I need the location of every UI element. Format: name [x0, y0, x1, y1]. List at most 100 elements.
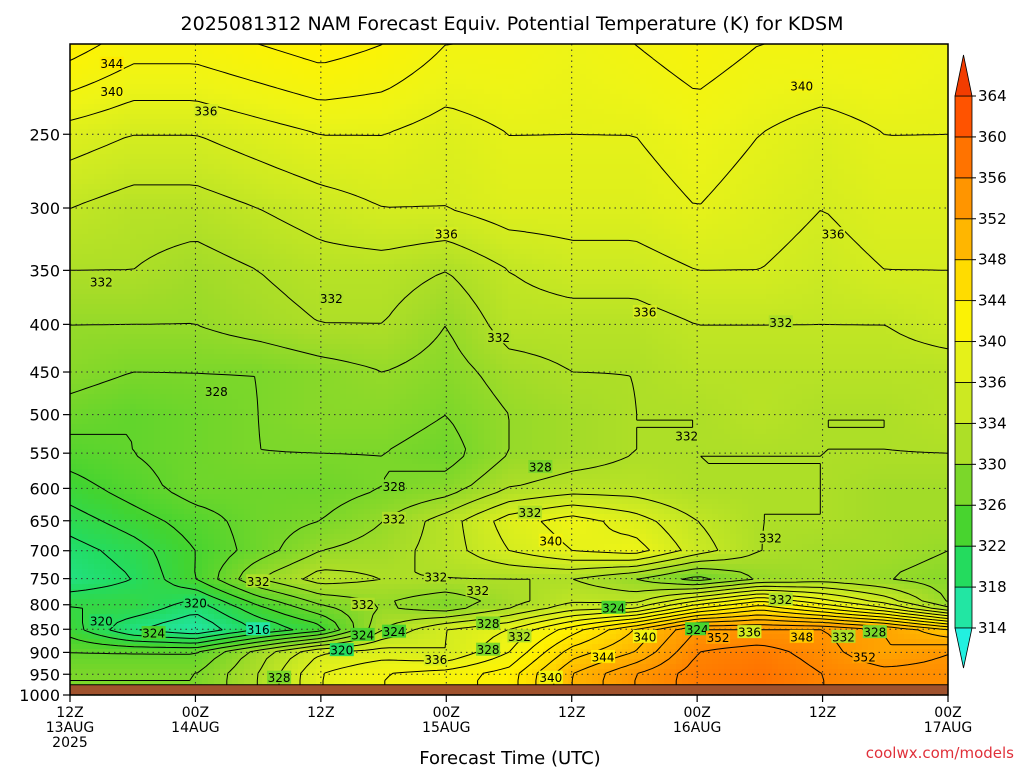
heat-cell — [916, 119, 923, 125]
heat-cell — [544, 199, 551, 205]
heat-cell — [136, 59, 143, 65]
heat-cell — [700, 99, 707, 105]
heat-cell — [520, 159, 527, 165]
heat-cell — [160, 69, 167, 75]
heat-cell — [718, 79, 725, 85]
heat-cell — [154, 174, 161, 180]
heat-cell — [778, 64, 785, 70]
heat-cell — [562, 159, 569, 165]
heat-cell — [526, 194, 533, 200]
heat-cell — [94, 49, 101, 55]
heat-cell — [856, 84, 863, 90]
heat-cell — [838, 54, 845, 60]
heat-cell — [784, 74, 791, 80]
heat-cell — [316, 99, 323, 105]
heat-cell — [790, 119, 797, 125]
heat-cell — [310, 79, 317, 85]
heat-cell — [934, 69, 941, 75]
heat-cell — [160, 154, 167, 160]
heat-cell — [154, 134, 161, 140]
heat-cell — [304, 124, 311, 130]
heat-cell — [220, 179, 227, 185]
heat-cell — [364, 199, 371, 205]
heat-cell — [622, 209, 629, 215]
heat-cell — [196, 199, 203, 205]
heat-cell — [622, 129, 629, 135]
heat-cell — [340, 114, 347, 120]
heat-cell — [238, 109, 245, 115]
heat-cell — [472, 54, 479, 60]
heat-cell — [148, 94, 155, 100]
heat-cell — [658, 164, 665, 170]
heat-cell — [556, 44, 563, 50]
heat-cell — [76, 149, 83, 155]
heat-cell — [616, 109, 623, 115]
heat-cell — [772, 159, 779, 165]
heat-cell — [598, 139, 605, 145]
heat-cell — [826, 134, 833, 140]
heat-cell — [196, 139, 203, 145]
heat-cell — [724, 144, 731, 150]
heat-cell — [394, 179, 401, 185]
heat-cell — [340, 209, 347, 215]
heat-cell — [676, 174, 683, 180]
heat-cell — [616, 119, 623, 125]
heat-cell — [928, 129, 935, 135]
heat-cell — [544, 164, 551, 170]
heat-cell — [328, 69, 335, 75]
heat-cell — [454, 134, 461, 140]
heat-cell — [814, 179, 821, 185]
heat-cell — [856, 194, 863, 200]
heat-cell — [328, 74, 335, 80]
heat-cell — [454, 154, 461, 160]
heat-cell — [706, 49, 713, 55]
heat-cell — [580, 129, 587, 135]
heat-cell — [526, 44, 533, 50]
heat-cell — [760, 44, 767, 50]
heat-cell — [706, 64, 713, 70]
heat-cell — [220, 169, 227, 175]
heat-cell — [784, 59, 791, 65]
heat-cell — [676, 99, 683, 105]
heat-cell — [730, 104, 737, 110]
heat-cell — [604, 64, 611, 70]
heat-cell — [196, 44, 203, 50]
heat-cell — [658, 129, 665, 135]
heat-cell — [280, 129, 287, 135]
heat-cell — [292, 159, 299, 165]
heat-cell — [892, 149, 899, 155]
heat-cell — [238, 134, 245, 140]
heat-cell — [868, 79, 875, 85]
heat-cell — [304, 134, 311, 140]
heat-cell — [922, 169, 929, 175]
heat-cell — [304, 84, 311, 90]
heat-cell — [724, 94, 731, 100]
heat-cell — [826, 144, 833, 150]
heat-cell — [532, 124, 539, 130]
heat-cell — [754, 124, 761, 130]
heat-cell — [874, 99, 881, 105]
heat-cell — [892, 94, 899, 100]
heat-cell — [454, 119, 461, 125]
heat-cell — [376, 164, 383, 170]
heat-cell — [148, 199, 155, 205]
heat-cell — [388, 144, 395, 150]
heat-cell — [652, 59, 659, 65]
heat-cell — [76, 64, 83, 70]
heat-cell — [112, 44, 119, 50]
heat-cell — [550, 54, 557, 60]
heat-cell — [904, 49, 911, 55]
heat-cell — [820, 114, 827, 120]
heat-cell — [472, 49, 479, 55]
heat-cell — [460, 159, 467, 165]
heat-cell — [490, 159, 497, 165]
heat-cell — [562, 134, 569, 140]
heat-cell — [502, 44, 509, 50]
heat-cell — [742, 74, 749, 80]
heat-cell — [916, 124, 923, 130]
heat-cell — [844, 179, 851, 185]
heat-cell — [388, 44, 395, 50]
heat-cell — [232, 144, 239, 150]
heat-cell — [838, 114, 845, 120]
heat-cell — [610, 99, 617, 105]
